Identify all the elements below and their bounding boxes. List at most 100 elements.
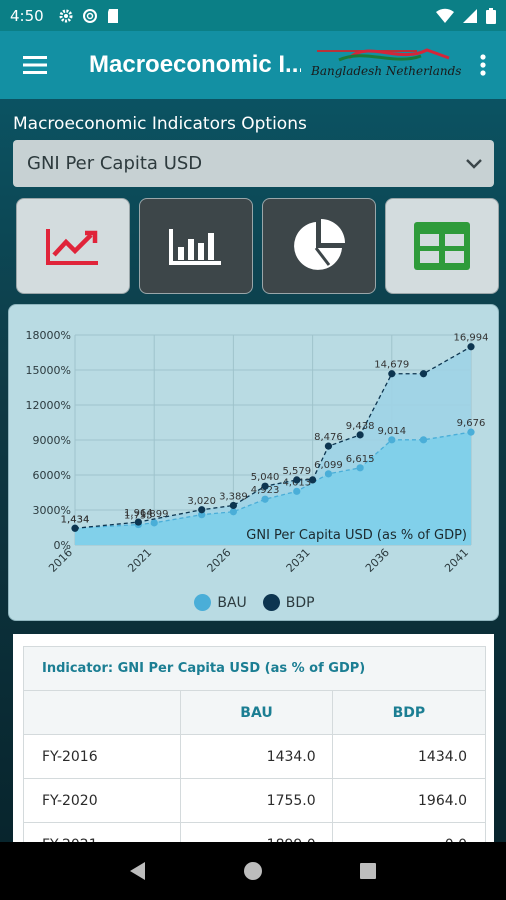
point-bdp bbox=[388, 370, 396, 378]
table-row: FY-2016 1434.0 1434.0 bbox=[24, 735, 485, 779]
point-bdp bbox=[261, 482, 269, 490]
point-bau bbox=[150, 519, 158, 527]
point-bau bbox=[388, 436, 396, 444]
overflow-menu-button[interactable] bbox=[468, 31, 498, 99]
home-button[interactable] bbox=[233, 851, 273, 891]
hamburger-icon bbox=[23, 56, 47, 74]
data-label-bdp: 9,438 bbox=[346, 421, 375, 432]
point-bdp bbox=[71, 524, 79, 532]
point-bdp bbox=[419, 370, 428, 378]
table-row: FY-2020 1755.0 1964.0 bbox=[24, 779, 485, 823]
x-tick-label: 2036 bbox=[363, 546, 392, 575]
legend-item-bau[interactable]: BAU bbox=[194, 594, 247, 611]
data-table-card: Indicator: GNI Per Capita USD (as % of G… bbox=[13, 634, 494, 854]
data-table: Indicator: GNI Per Capita USD (as % of G… bbox=[23, 646, 486, 854]
x-tick-label: 2031 bbox=[284, 546, 313, 575]
point-bau bbox=[419, 436, 428, 444]
legend-item-bdp[interactable]: BDP bbox=[262, 594, 315, 611]
data-label-bdp: 3,020 bbox=[187, 496, 216, 507]
row-label: FY-2020 bbox=[24, 779, 182, 822]
y-tick-label: 18000% bbox=[26, 329, 71, 342]
x-tick-label: 2026 bbox=[205, 546, 234, 575]
row-bdp-value: 1434.0 bbox=[418, 748, 467, 765]
data-label-bau: 6,099 bbox=[314, 460, 343, 471]
more-vert-icon bbox=[480, 54, 486, 76]
chart-title: GNI Per Capita USD (as % of GDP) bbox=[246, 528, 467, 543]
data-label-bdp: 8,476 bbox=[314, 432, 343, 443]
bangladesh-netherlands-logo: Bangladesh Netherlands bbox=[309, 40, 462, 90]
table-header-label bbox=[24, 691, 182, 734]
row-bdp-value: 1964.0 bbox=[418, 792, 467, 809]
y-tick-label: 3000% bbox=[33, 504, 71, 517]
app-toolbar: Macroeconomic I... Bangladesh Netherland… bbox=[0, 31, 506, 99]
point-bdp bbox=[229, 501, 237, 510]
chart-legend: BAU BDP bbox=[9, 594, 500, 611]
indicator-select[interactable]: GNI Per Capita USD bbox=[13, 140, 494, 187]
logo-text: Bangladesh Netherlands bbox=[311, 64, 462, 78]
data-label-bau: 1,899 bbox=[140, 509, 169, 520]
back-button[interactable] bbox=[118, 851, 158, 891]
data-label-bau: 6,615 bbox=[346, 454, 375, 465]
table-header-bdp: BDP bbox=[392, 704, 426, 721]
bar-chart-tile[interactable] bbox=[139, 198, 253, 294]
data-label-bdp: 3,389 bbox=[219, 491, 248, 502]
data-label-bdp: 1,434 bbox=[61, 514, 90, 525]
area-bau bbox=[75, 432, 471, 545]
legend-dot-bau bbox=[194, 594, 212, 611]
data-label-bdp: 16,994 bbox=[454, 333, 489, 344]
menu-button[interactable] bbox=[0, 31, 70, 99]
point-bdp bbox=[198, 506, 206, 514]
pie-chart-icon bbox=[294, 219, 345, 270]
y-tick-label: 15000% bbox=[26, 364, 71, 377]
back-icon bbox=[129, 862, 145, 880]
page-title: Macroeconomic I... bbox=[89, 51, 301, 78]
wifi-icon bbox=[436, 8, 454, 23]
chart-type-tiles bbox=[16, 198, 499, 294]
recents-button[interactable] bbox=[348, 851, 388, 891]
point-bau bbox=[293, 487, 301, 495]
legend-label-bdp: BDP bbox=[285, 594, 315, 611]
row-label: FY-2016 bbox=[24, 735, 182, 778]
options-label: Macroeconomic Indicators Options bbox=[13, 114, 307, 134]
pie-chart-tile[interactable] bbox=[262, 198, 376, 294]
data-label-bau: 1,755 bbox=[124, 511, 153, 522]
data-label-bau: 9,014 bbox=[377, 426, 406, 437]
data-label-bdp: 5,579 bbox=[282, 466, 311, 477]
sd-card-icon bbox=[107, 8, 118, 23]
legend-dot-bdp bbox=[262, 594, 280, 611]
line-chart-tile[interactable] bbox=[16, 198, 130, 294]
home-icon bbox=[243, 862, 262, 880]
row-bau-value: 1755.0 bbox=[181, 779, 333, 822]
table-tile[interactable] bbox=[385, 198, 499, 294]
system-nav-bar bbox=[0, 842, 506, 900]
table-header-row: BAU BDP bbox=[24, 691, 485, 735]
table-icon bbox=[414, 222, 470, 270]
point-bau bbox=[467, 428, 475, 436]
y-tick-label: 12000% bbox=[26, 399, 71, 412]
y-tick-label: 6000% bbox=[33, 469, 71, 482]
indicator-select-value: GNI Per Capita USD bbox=[27, 153, 203, 174]
row-bau-value: 1434.0 bbox=[181, 735, 333, 778]
data-label-bdp: 14,679 bbox=[374, 360, 409, 371]
data-label-bdp: 1,964 bbox=[124, 508, 153, 519]
data-label-bau: 9,676 bbox=[457, 418, 486, 429]
y-tick-label: 0% bbox=[54, 539, 71, 552]
data-label-bau: 1,434 bbox=[61, 514, 90, 525]
recents-icon bbox=[360, 863, 377, 879]
point-bdp bbox=[134, 518, 142, 526]
chevron-down-icon bbox=[466, 158, 482, 169]
data-label-bdp: 5,040 bbox=[251, 472, 280, 483]
point-bdp bbox=[324, 442, 333, 450]
point-bdp bbox=[467, 343, 475, 351]
status-time: 4:50 bbox=[10, 6, 44, 25]
point-bau bbox=[324, 470, 333, 478]
x-tick-label: 2021 bbox=[125, 546, 154, 575]
point-bau bbox=[229, 508, 237, 516]
point-bdp bbox=[356, 431, 364, 439]
status-bar: 4:50 bbox=[0, 0, 506, 31]
table-caption: Indicator: GNI Per Capita USD (as % of G… bbox=[24, 647, 485, 691]
point-bdp bbox=[293, 476, 301, 484]
sync-icon bbox=[82, 8, 97, 23]
y-tick-label: 9000% bbox=[33, 434, 71, 447]
battery-icon bbox=[486, 7, 496, 24]
